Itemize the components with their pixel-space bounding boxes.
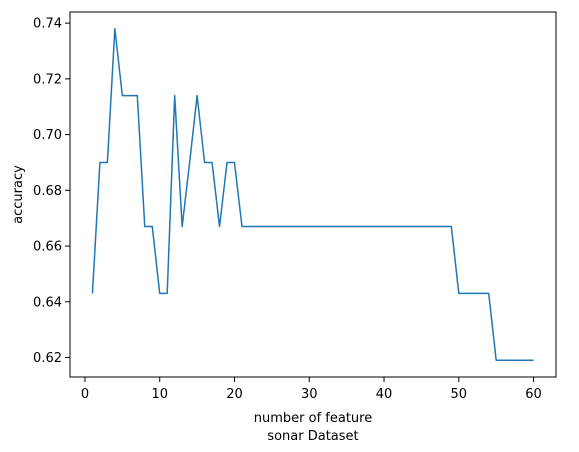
y-tick-label: 0.74 <box>33 17 62 32</box>
x-axis-label: number of feature <box>254 411 372 426</box>
y-axis-ticks: 0.62 0.64 0.66 0.68 0.70 0.72 0.74 <box>33 17 70 366</box>
accuracy-series-line <box>91 27 534 362</box>
x-tick-label: 40 <box>376 387 393 402</box>
x-tick-label: 60 <box>525 387 542 402</box>
plot-area: 0 10 20 30 40 50 60 0.620.640.660.680.700.720.… <box>33 11 557 402</box>
y-tick-label: 0.64 <box>33 295 62 310</box>
y-tick-label: 0.66 <box>33 240 62 255</box>
x-tick-label: 0 <box>81 387 89 402</box>
x-tick-label: 20 <box>226 387 243 402</box>
y-axis-label: accuracy <box>11 165 26 224</box>
y-tick-label: 0.62 <box>33 351 62 366</box>
x-tick-label: 30 <box>301 387 318 402</box>
x-axis-ticks: 0 10 20 30 40 50 60 <box>81 377 542 402</box>
x-axis-sublabel: sonar Dataset <box>267 429 358 444</box>
axes-frame <box>69 11 557 378</box>
x-tick-label: 50 <box>451 387 468 402</box>
x-tick-label: 10 <box>151 387 168 402</box>
data-points <box>92 28 534 361</box>
y-tick-label: 0.70 <box>33 128 62 143</box>
y-tick-label: 0.72 <box>33 72 62 87</box>
y-tick-label: 0.68 <box>33 184 62 199</box>
